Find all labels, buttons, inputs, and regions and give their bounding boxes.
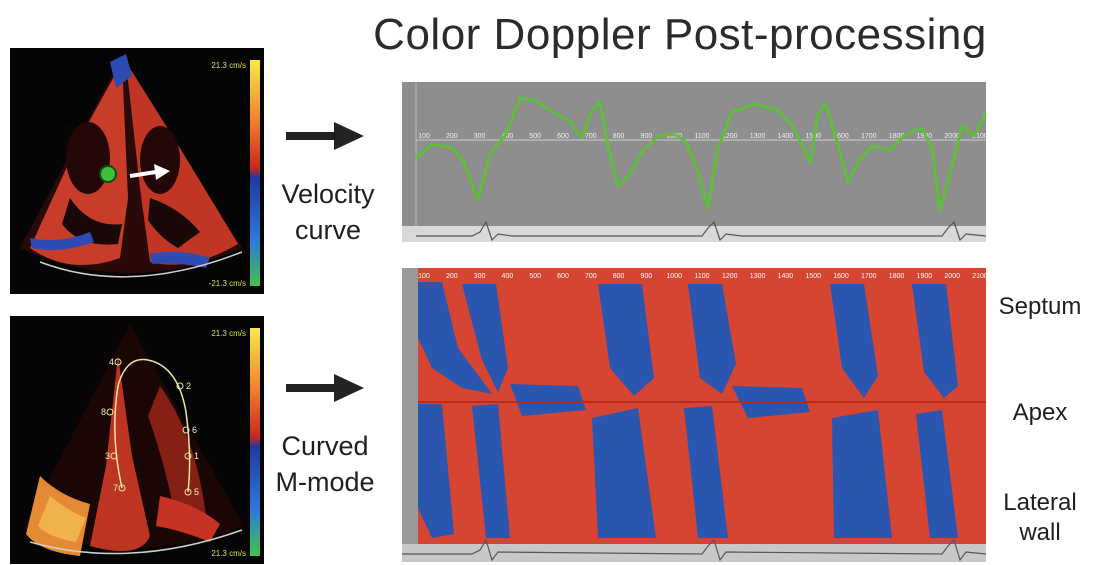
segment-label-lateral-wall: Lateral wall xyxy=(990,488,1090,548)
time-tick-label: 600 xyxy=(557,133,569,140)
time-tick-label: 300 xyxy=(474,133,486,140)
time-tick-label: 400 xyxy=(502,133,514,140)
time-tick-label: 700 xyxy=(585,133,597,140)
segment-label-septum: Septum xyxy=(998,293,1082,320)
scale-min-label: -21.3 cm/s xyxy=(209,279,246,288)
time-tick-label: 100 xyxy=(418,133,430,140)
segment-label-line: Lateral xyxy=(1003,489,1077,516)
time-tick-label: 400 xyxy=(502,273,514,280)
caption-line: Curved xyxy=(281,431,369,461)
time-tick-label: 2100 xyxy=(972,273,986,280)
scale-max-label: 21.3 cm/s xyxy=(211,61,246,70)
contour-point xyxy=(110,452,118,460)
time-tick-label: 1800 xyxy=(889,133,905,140)
time-tick-label: 1500 xyxy=(805,273,821,280)
arrow-right-icon xyxy=(154,164,170,180)
time-tick-label: 1400 xyxy=(778,133,794,140)
contour-markers: 4 8 3 7 2 6 1 5 xyxy=(101,357,199,497)
time-tick-label: 1900 xyxy=(917,273,933,280)
page-title: Color Doppler Post-processing xyxy=(373,10,987,59)
contour-point xyxy=(182,426,190,434)
time-tick-label: 200 xyxy=(446,133,458,140)
contour-marker-label: 4 xyxy=(109,357,114,367)
arrow-right-icon xyxy=(286,374,364,402)
time-tick-label: 1300 xyxy=(750,133,766,140)
time-tick-label: 900 xyxy=(641,133,653,140)
time-tick-label: 1100 xyxy=(694,273,709,280)
sample-volume-marker xyxy=(99,165,117,183)
time-tick-label: 1000 xyxy=(666,273,682,280)
time-tick-label: 1900 xyxy=(917,133,933,140)
time-tick-label: 1000 xyxy=(666,133,682,140)
caption-line: curve xyxy=(294,215,362,245)
contour-marker-label: 1 xyxy=(194,451,199,461)
contour-marker-label: 5 xyxy=(194,487,199,497)
time-tick-label: 1700 xyxy=(861,273,877,280)
time-tick-label: 1300 xyxy=(750,273,766,280)
time-tick-label: 1700 xyxy=(861,133,877,140)
scale-max-label: 21.3 cm/s xyxy=(211,329,246,338)
contour-line xyxy=(114,358,191,493)
time-tick-label: 2000 xyxy=(944,273,960,280)
time-tick-label: 800 xyxy=(613,133,625,140)
ecg-trace xyxy=(416,220,986,242)
time-tick-label: 600 xyxy=(557,273,569,280)
time-tick-label: 100 xyxy=(418,273,430,280)
time-tick-label: 1100 xyxy=(694,133,709,140)
time-axis-ticks: 100 200 300 400 500 600 700 800 900 1000 1100 1200 1… xyxy=(418,273,986,280)
time-tick-label: 1400 xyxy=(778,273,794,280)
segment-label-apex: Apex xyxy=(1012,399,1068,426)
contour-point xyxy=(106,408,114,416)
contour-marker-label: 3 xyxy=(105,451,110,461)
contour-marker-label: 7 xyxy=(113,483,118,493)
curved-mmode-caption: Curved M-mode xyxy=(262,428,388,500)
contour-point xyxy=(114,358,122,366)
time-tick-label: 800 xyxy=(613,273,625,280)
echo-image-sample-volume: 21.3 cm/s -21.3 cm/s xyxy=(10,48,264,294)
time-tick-label: 500 xyxy=(529,133,541,140)
contour-point xyxy=(184,452,192,460)
time-tick-label: 2000 xyxy=(944,133,960,140)
contour-point xyxy=(176,382,184,390)
curved-mmode-panel: 100 200 300 400 500 600 700 800 900 1000 1100 1200 1… xyxy=(402,268,986,562)
echo-image-curved-contour: 4 8 3 7 2 6 1 5 21.3 cm/s 21.3 cm/s xyxy=(10,316,264,564)
caption-line: M-mode xyxy=(275,467,375,497)
arrow-right-icon xyxy=(286,122,364,150)
time-tick-label: 300 xyxy=(474,273,486,280)
contour-marker-label: 6 xyxy=(192,425,197,435)
segment-label-line: wall xyxy=(1019,519,1061,546)
time-tick-label: 700 xyxy=(585,273,597,280)
time-tick-label: 500 xyxy=(529,273,541,280)
contour-point xyxy=(184,488,192,496)
time-tick-label: 1600 xyxy=(833,273,849,280)
ecg-trace xyxy=(402,538,986,562)
time-tick-label: 1800 xyxy=(889,273,905,280)
velocity-curve-panel: 100 200 300 400 500 600 700 800 900 1000 1100 1200 1… xyxy=(402,82,986,242)
velocity-trace xyxy=(415,96,986,212)
time-tick-label: 2100 xyxy=(972,133,986,140)
velocity-curve-caption: Velocity curve xyxy=(268,176,388,248)
time-tick-label: 1200 xyxy=(722,273,738,280)
scale-min-label: 21.3 cm/s xyxy=(211,549,246,558)
time-tick-label: 1200 xyxy=(722,133,738,140)
time-tick-label: 1600 xyxy=(833,133,849,140)
time-tick-label: 200 xyxy=(446,273,458,280)
contour-marker-label: 8 xyxy=(101,407,106,417)
contour-point xyxy=(118,484,126,492)
caption-line: Velocity xyxy=(281,179,375,209)
time-tick-label: 900 xyxy=(641,273,653,280)
contour-marker-label: 2 xyxy=(186,381,191,391)
